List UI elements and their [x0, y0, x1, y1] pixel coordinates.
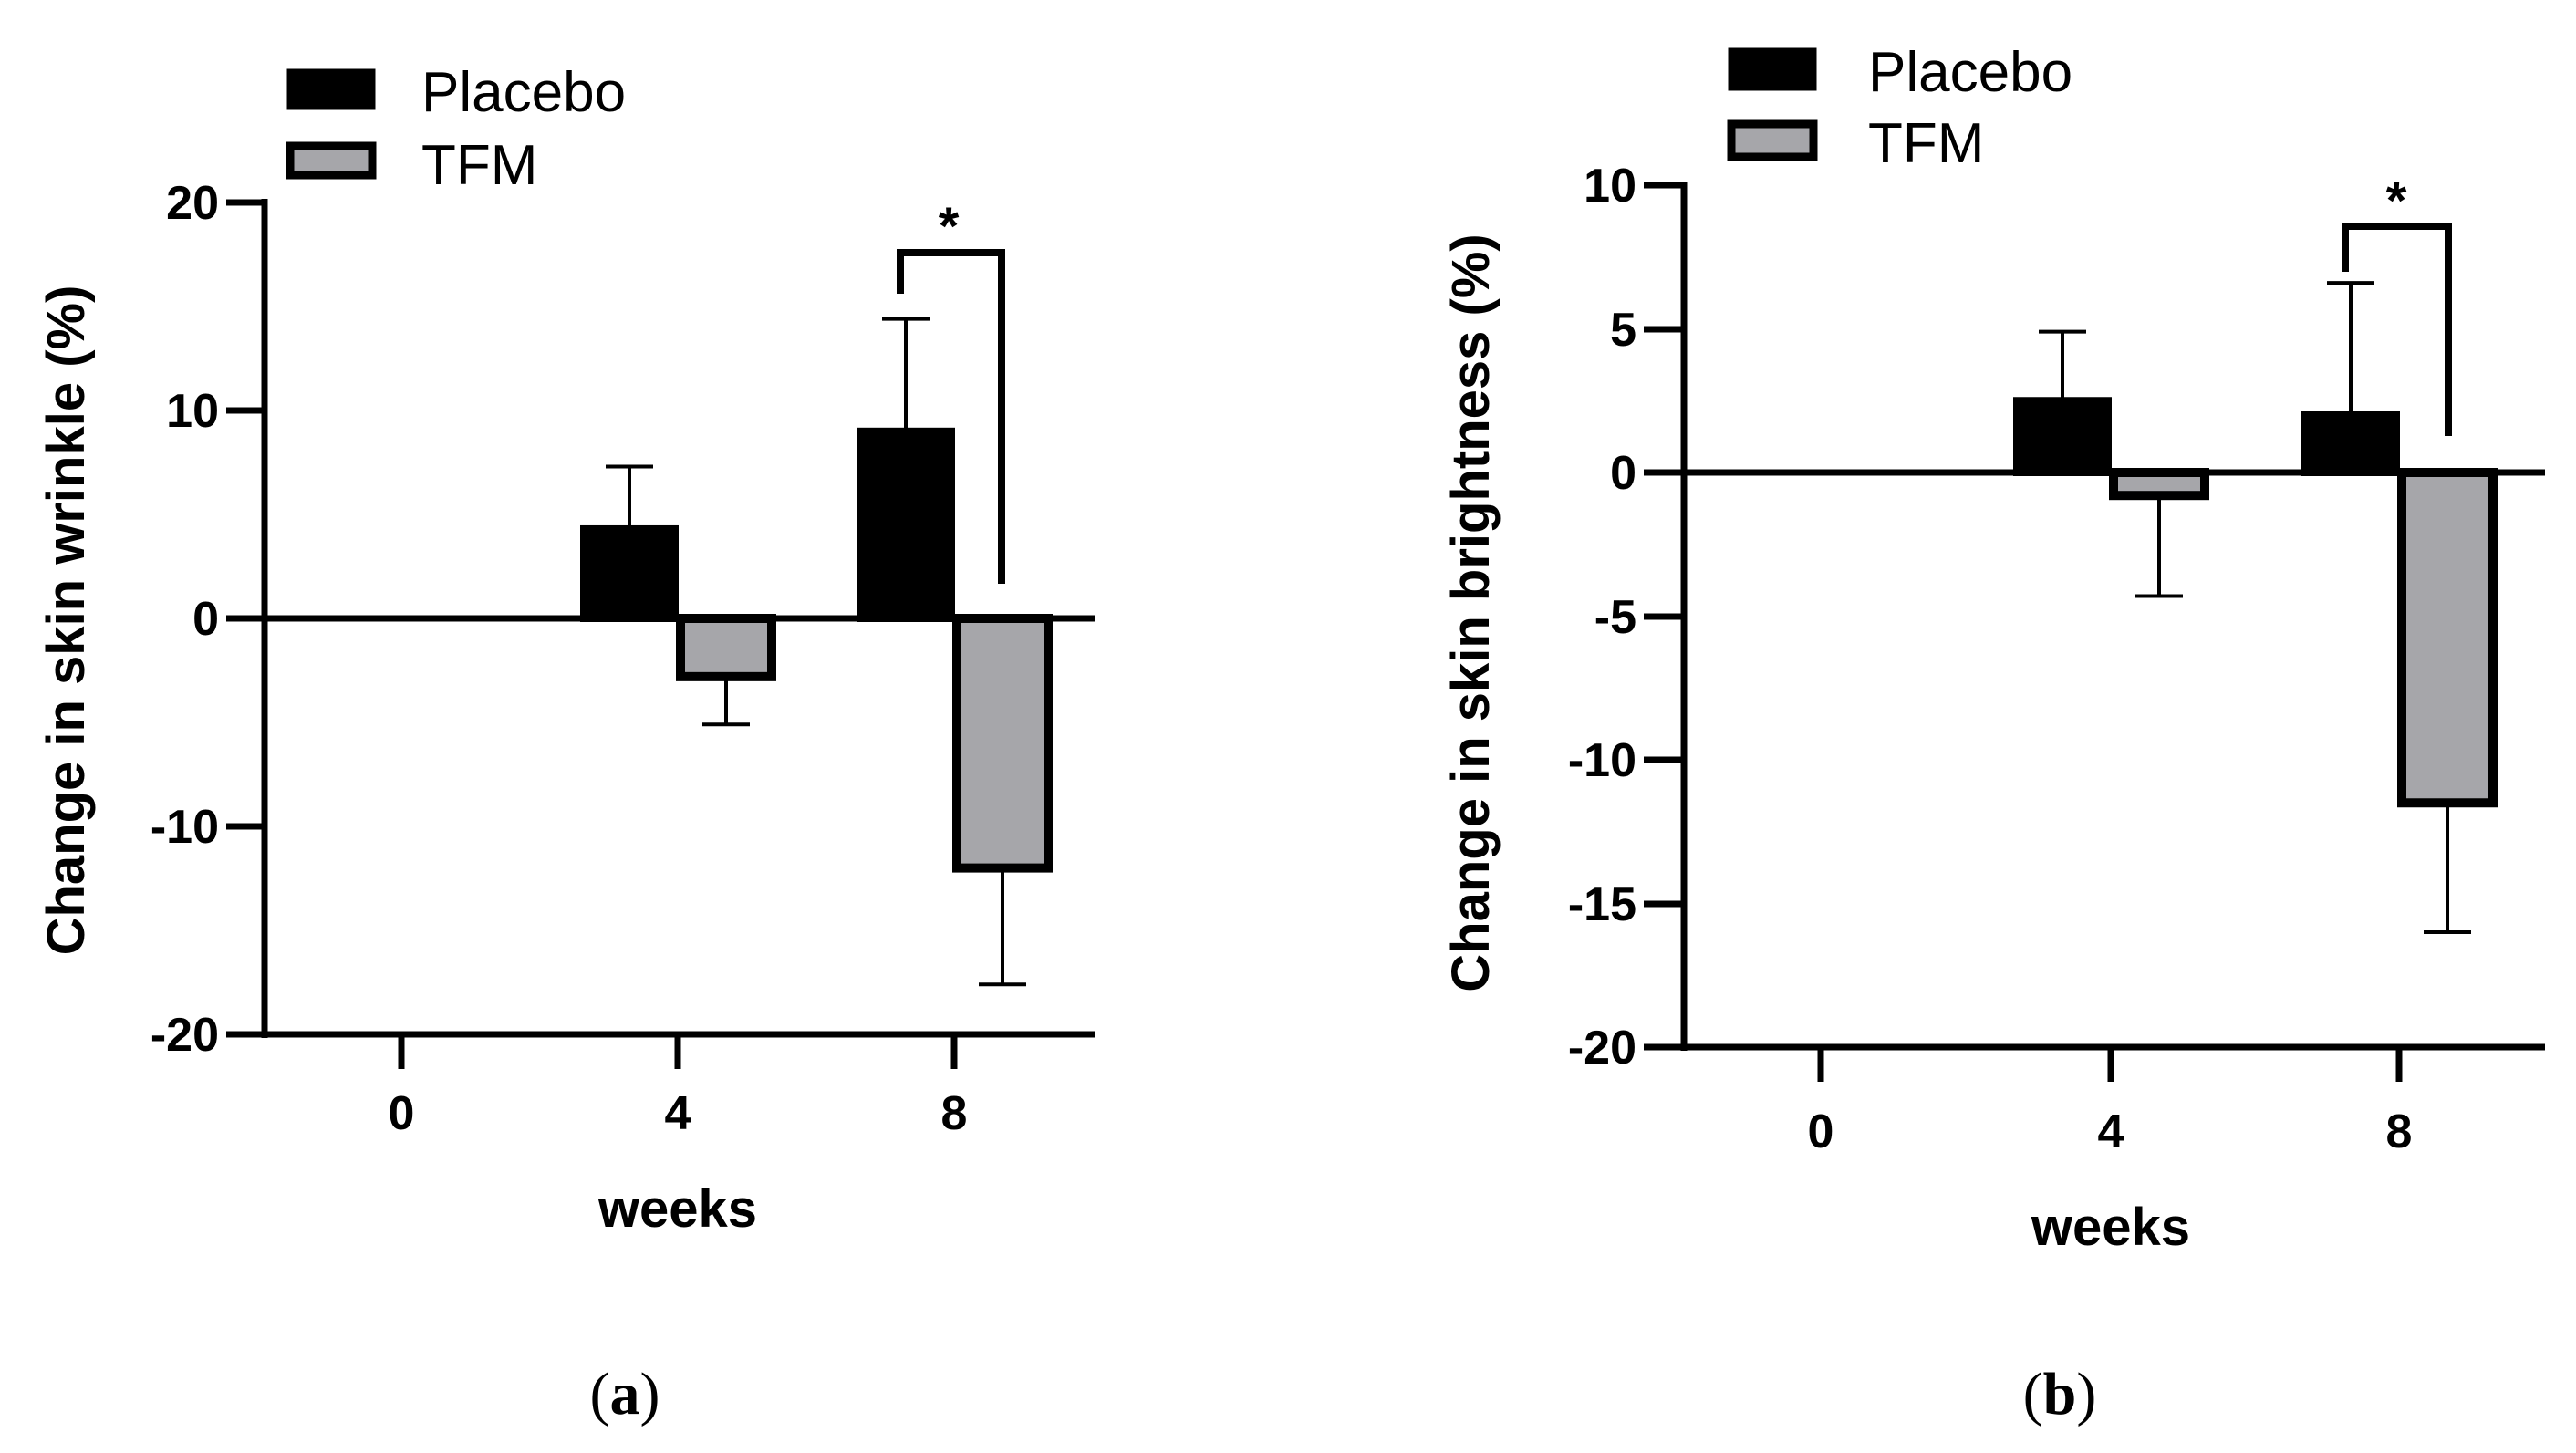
error-bar-b-placebo-week-8	[2327, 281, 2374, 415]
y-tick-label-a-neg10: -10	[151, 801, 219, 854]
legend-swatch-tfm-a	[286, 141, 377, 180]
x-axis-ticks-a	[398, 1034, 958, 1069]
y-tick-label-a-20: 20	[166, 177, 219, 230]
y-tick-label-a-0: 0	[192, 593, 219, 646]
y-tick-label-b-neg5: -5	[1594, 591, 1636, 644]
y-tick-label-b-neg10: -10	[1568, 734, 1636, 787]
x-axis-ticks-b	[1817, 1047, 2403, 1082]
legend-label-tfm-a: TFM	[421, 134, 537, 197]
bar-a-placebo-week-8	[857, 427, 955, 622]
significance-star-a: *	[939, 197, 960, 256]
error-bar-a-placebo-week-4	[606, 464, 653, 529]
bar-b-tfm-week-8	[2397, 468, 2498, 808]
error-bar-a-tfm-week-4	[702, 676, 750, 727]
panel-letter-a: a	[610, 1361, 640, 1427]
x-tick-label-a-8: 8	[941, 1087, 968, 1140]
y-tick-label-a-10: 10	[166, 385, 219, 438]
significance-star-b: *	[2386, 171, 2407, 231]
x-axis-label-b: weeks	[2031, 1198, 2190, 1257]
y-axis-label-b: Change in skin brightness (%)	[1441, 234, 1501, 991]
panel-label-b: (b)	[2023, 1361, 2097, 1427]
bar-a-placebo-week-4	[580, 524, 679, 623]
x-axis-label-a: weeks	[597, 1179, 757, 1239]
significance-bracket-a	[897, 249, 1005, 584]
legend-label-tfm-b: TFM	[1868, 112, 1984, 175]
y-tick-label-a-neg20: -20	[151, 1009, 219, 1062]
legend-label-placebo-a: Placebo	[421, 61, 626, 124]
significance-bracket-b	[2342, 223, 2452, 436]
legend-label-placebo-b: Placebo	[1868, 41, 2072, 104]
chart-panel-a: Placebo TFM Change in skin wrinkle (%) 2…	[36, 61, 1095, 1427]
panel-label-a: (a)	[590, 1361, 660, 1427]
bar-a-tfm-week-4	[676, 614, 776, 681]
error-bar-b-placebo-week-4	[2039, 329, 2086, 401]
y-tick-label-b-10: 10	[1584, 160, 1636, 213]
x-tick-label-a-4: 4	[665, 1087, 691, 1140]
error-bar-a-tfm-week-8	[979, 867, 1026, 987]
x-tick-label-b-4: 4	[2098, 1105, 2124, 1158]
legend-swatch-tfm-b	[1727, 119, 1818, 161]
x-tick-label-a-0: 0	[389, 1087, 415, 1140]
y-tick-label-b-neg20: -20	[1568, 1022, 1636, 1074]
error-bar-b-tfm-week-8	[2424, 803, 2471, 934]
chart-panel-b: Placebo TFM Change in skin brightness (%…	[1441, 41, 2545, 1427]
x-tick-label-b-8: 8	[2386, 1105, 2413, 1158]
panel-letter-b: b	[2043, 1361, 2077, 1427]
y-tick-label-b-0: 0	[1610, 447, 1636, 500]
y-axis-ticks-a	[226, 199, 265, 1038]
bar-a-tfm-week-8	[952, 614, 1053, 873]
y-tick-label-b-5: 5	[1610, 304, 1636, 357]
x-tick-label-b-0: 0	[1808, 1105, 1834, 1158]
error-bar-a-placebo-week-8	[882, 317, 930, 431]
bar-b-tfm-week-4	[2109, 468, 2209, 501]
bar-b-placebo-week-4	[2013, 397, 2112, 476]
legend-swatch-placebo-b	[1728, 47, 1817, 91]
y-axis-ticks-b	[1644, 182, 1684, 1051]
y-axis-label-a: Change in skin wrinkle (%)	[36, 285, 96, 956]
error-bar-b-tfm-week-4	[2135, 495, 2183, 598]
legend-swatch-placebo-a	[286, 68, 376, 110]
y-tick-label-b-neg15: -15	[1568, 878, 1636, 931]
bar-b-placebo-week-8	[2301, 411, 2400, 476]
